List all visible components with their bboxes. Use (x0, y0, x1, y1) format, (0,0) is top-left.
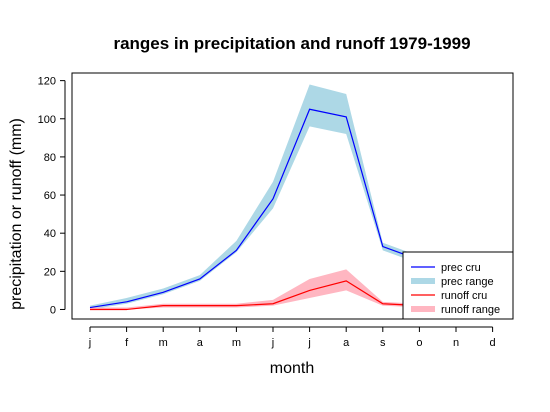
y-tick-label: 20 (44, 266, 56, 278)
y-tick-label: 60 (44, 190, 56, 202)
y-tick-label: 120 (38, 76, 56, 88)
x-tick-label: m (159, 337, 168, 349)
x-tick-label: o (416, 337, 422, 349)
y-tick-label: 40 (44, 228, 56, 240)
legend-label: prec range (441, 276, 494, 288)
legend: prec cru prec range runoff cru runoff range (402, 251, 514, 320)
chart-title: ranges in precipitation and runoff 1979-… (113, 34, 470, 53)
y-tick-label: 80 (44, 152, 56, 164)
x-tick-label: a (197, 337, 204, 349)
y-axis: 0 20 40 60 80 100 120 (38, 76, 66, 316)
legend-label: runoff range (441, 304, 500, 316)
x-tick-label: d (490, 337, 496, 349)
x-tick-label: j (271, 337, 274, 349)
x-tick-label: j (88, 337, 91, 349)
y-tick-label: 100 (38, 114, 56, 126)
legend-label: runoff cru (441, 290, 487, 302)
x-tick-label: s (380, 337, 386, 349)
y-axis-label: precipitation or runoff (mm) (8, 118, 25, 310)
x-axis-label: month (270, 360, 314, 377)
x-tick-label: j (307, 337, 310, 349)
x-tick-label: a (343, 337, 350, 349)
legend-label: prec cru (441, 262, 481, 274)
x-tick-label: n (453, 337, 459, 349)
y-tick-label: 0 (50, 304, 56, 316)
x-tick-label: m (232, 337, 241, 349)
plot-frame (71, 72, 514, 320)
band-prec-range (90, 84, 493, 310)
x-tick-label: f (125, 337, 129, 349)
